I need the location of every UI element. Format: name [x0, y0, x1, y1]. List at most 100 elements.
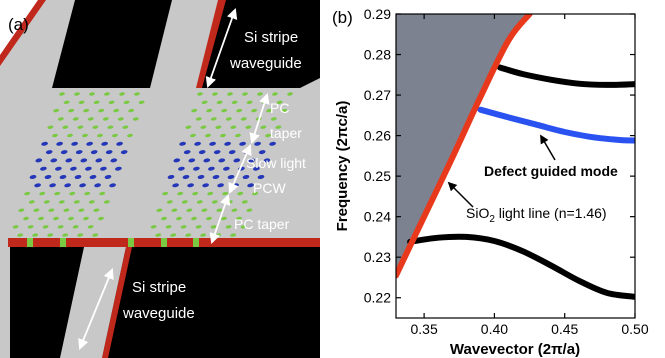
taper-hole	[212, 92, 218, 96]
taper-hole	[191, 216, 197, 221]
pcw-hole	[56, 141, 63, 146]
taper-hole	[12, 225, 19, 229]
pcw-hole	[257, 175, 265, 179]
taper-hole	[225, 117, 232, 121]
taper-hole	[74, 92, 80, 96]
taper-hole	[216, 100, 223, 104]
taper-hole	[112, 133, 118, 138]
pcw-hole	[183, 150, 191, 155]
taper-hole	[196, 200, 203, 204]
pcw-hole	[105, 150, 113, 155]
taper-hole	[240, 225, 247, 229]
taper-hole	[68, 216, 74, 221]
taper-hole	[83, 108, 90, 113]
taper-hole	[83, 216, 89, 221]
taper-hole	[87, 225, 94, 229]
pcw-hole	[65, 158, 73, 163]
pcw-hole	[60, 150, 68, 155]
taper-hole	[62, 125, 69, 129]
taper-hole	[72, 117, 79, 121]
pcw-hole	[179, 141, 186, 146]
si-stripe-bottom-label-line1: Si stripe	[132, 279, 186, 296]
pcw-hole	[49, 183, 56, 188]
green-mark	[27, 238, 33, 247]
pcw-hole	[187, 183, 194, 188]
pcw-hole	[94, 183, 101, 188]
pcw-hole	[182, 175, 190, 179]
pcw-hole	[202, 183, 209, 188]
x-tick-label: 0.45	[551, 321, 578, 337]
taper-hole	[92, 233, 99, 237]
pcw-hole	[178, 166, 185, 171]
taper-hole	[87, 117, 94, 121]
taper-hole	[200, 233, 207, 237]
taper-hole	[33, 208, 40, 212]
pcw-hole	[120, 150, 128, 155]
taper-hole	[62, 233, 69, 237]
taper-hole	[57, 225, 64, 229]
taper-hole	[52, 133, 58, 138]
pcw-hole	[29, 175, 37, 179]
taper-hole	[68, 108, 75, 113]
panel-b: (b) 0.35 0.40 0.45 0.50 0.22 0.23 0.24 0.25 0.26…	[332, 6, 649, 358]
taper-hole	[200, 125, 207, 129]
taper-hole	[122, 125, 129, 129]
y-tick-label: 0.26	[364, 128, 391, 144]
taper-hole	[190, 133, 196, 138]
taper-hole	[201, 208, 208, 212]
pcw-hole	[110, 158, 118, 163]
top-red-edge-left	[0, 0, 46, 66]
pcw-hole	[44, 175, 52, 179]
taper-hole	[191, 108, 198, 113]
taper-hole	[127, 133, 133, 138]
taper-hole	[180, 225, 187, 229]
pcw-hole	[208, 166, 215, 171]
taper-hole	[53, 216, 59, 221]
taper-hole	[150, 225, 157, 229]
pcw-hole	[116, 141, 123, 146]
bottom-black-region-right	[102, 247, 320, 358]
pcw-hole	[50, 158, 58, 163]
light-line-label: SiO2 light line (n=1.46)	[466, 205, 607, 225]
slow-light-label-line1: Slow light	[246, 155, 306, 171]
taper-hole	[47, 125, 54, 129]
pcw-hole	[95, 158, 103, 163]
pcw-hole	[213, 150, 221, 155]
taper-hole	[42, 225, 49, 229]
y-tick-label: 0.22	[364, 290, 391, 306]
taper-hole	[166, 200, 173, 204]
taper-hole	[32, 233, 39, 237]
taper-hole	[192, 191, 199, 196]
pcw-hole	[217, 183, 224, 188]
taper-hole	[58, 200, 65, 204]
pcw-hole	[34, 183, 41, 188]
taper-hole	[181, 200, 188, 204]
taper-hole	[69, 191, 76, 196]
panel-a-label: (a)	[8, 15, 29, 34]
slow-light-label-line2: PCW	[253, 180, 286, 196]
taper-hole	[161, 216, 167, 221]
taper-hole	[186, 208, 193, 212]
taper-hole	[156, 208, 163, 212]
pc-taper-top-label-line2: taper	[270, 125, 302, 141]
taper-hole	[240, 117, 247, 121]
pcw-hole	[71, 141, 78, 146]
pcw-hole	[172, 183, 179, 188]
si-stripe-bottom-label-line2: waveguide	[122, 305, 195, 322]
pcw-hole	[35, 158, 43, 163]
pcw-hole	[101, 141, 108, 146]
taper-hole	[82, 133, 88, 138]
taper-hole	[215, 125, 222, 129]
taper-hole	[108, 100, 115, 104]
pc-taper-top-label-line1: PC	[270, 100, 289, 116]
taper-hole	[72, 225, 79, 229]
green-mark	[128, 238, 134, 247]
taper-hole	[138, 100, 145, 104]
taper-hole	[162, 191, 169, 196]
pcw-hole	[194, 141, 201, 146]
taper-hole	[78, 208, 85, 212]
taper-hole	[53, 108, 60, 113]
panel-b-label: (b)	[332, 8, 353, 27]
upper-band-curve	[497, 64, 635, 88]
